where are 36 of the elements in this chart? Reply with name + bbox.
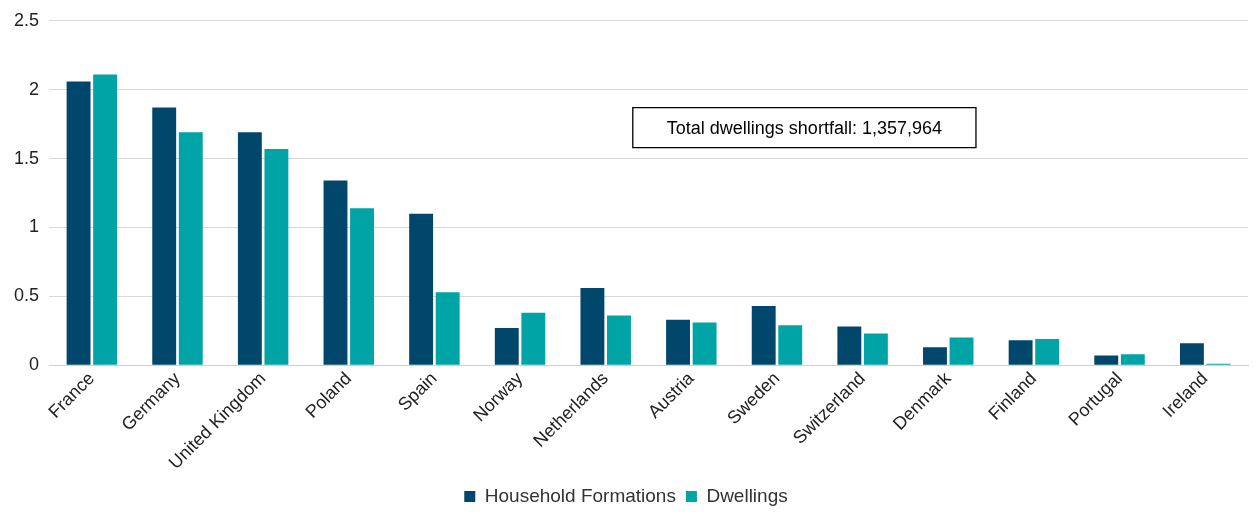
bar [607, 315, 631, 365]
bar [409, 213, 434, 365]
bar [1120, 354, 1145, 365]
bar [152, 107, 177, 365]
y-tick-label: 0 [29, 354, 40, 375]
bar [863, 333, 888, 365]
bar [66, 81, 91, 365]
y-tick-label: 1.5 [13, 147, 40, 168]
bar [1179, 343, 1204, 365]
bar [350, 208, 374, 365]
y-tick-label: 2.5 [13, 9, 40, 30]
bar [1008, 340, 1033, 365]
bar [666, 319, 690, 365]
bar [751, 305, 776, 365]
bar [1094, 355, 1119, 365]
bar [692, 322, 717, 365]
bar [778, 325, 803, 365]
y-tick-label: 0.5 [13, 285, 40, 306]
bar [435, 292, 460, 365]
y-tick-label: 1 [29, 216, 40, 237]
legend-label: Dwellings [706, 484, 788, 506]
bar [521, 312, 546, 365]
y-tick-label: 2 [29, 78, 40, 99]
bar [1035, 338, 1060, 365]
bar [949, 337, 974, 365]
bar [323, 180, 348, 365]
legend-label: Household Formations [484, 484, 676, 506]
bar [264, 148, 289, 365]
annotation: Total dwellings shortfall: 1,357,964 [666, 117, 942, 138]
bar [923, 347, 947, 365]
bar [837, 326, 862, 365]
bar [93, 74, 118, 365]
bar [237, 132, 262, 365]
bar [178, 132, 203, 365]
bar [494, 327, 519, 365]
bar [580, 288, 605, 365]
